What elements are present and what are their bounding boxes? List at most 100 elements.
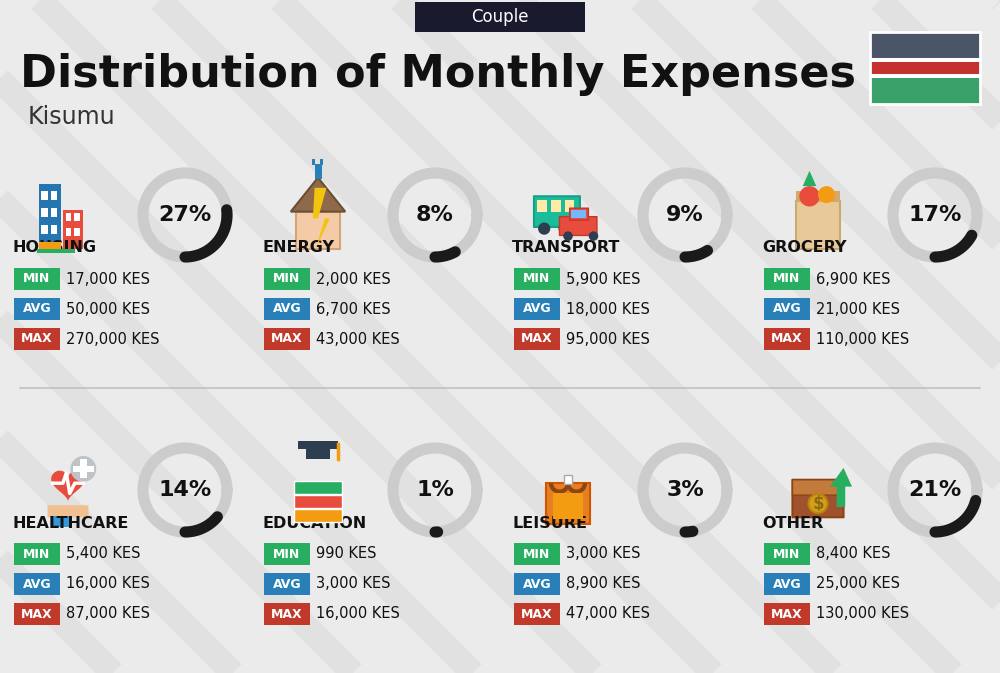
Circle shape xyxy=(808,494,828,513)
FancyBboxPatch shape xyxy=(546,483,590,524)
FancyBboxPatch shape xyxy=(514,543,560,565)
FancyBboxPatch shape xyxy=(14,268,60,290)
FancyBboxPatch shape xyxy=(792,480,844,495)
FancyBboxPatch shape xyxy=(80,460,87,478)
Text: 17%: 17% xyxy=(908,205,962,225)
FancyBboxPatch shape xyxy=(514,328,560,350)
Circle shape xyxy=(538,223,550,235)
FancyBboxPatch shape xyxy=(870,58,980,61)
FancyBboxPatch shape xyxy=(39,242,61,250)
Text: MAX: MAX xyxy=(521,608,553,621)
Text: $: $ xyxy=(812,495,824,513)
FancyBboxPatch shape xyxy=(63,210,83,249)
Circle shape xyxy=(589,232,598,241)
FancyBboxPatch shape xyxy=(320,159,323,165)
FancyBboxPatch shape xyxy=(14,603,60,625)
Text: MAX: MAX xyxy=(771,332,803,345)
FancyBboxPatch shape xyxy=(764,328,810,350)
FancyBboxPatch shape xyxy=(764,603,810,625)
Text: 21%: 21% xyxy=(908,480,962,500)
FancyBboxPatch shape xyxy=(764,268,810,290)
Text: GROCERY: GROCERY xyxy=(762,240,846,256)
FancyBboxPatch shape xyxy=(514,298,560,320)
Text: 8,400 KES: 8,400 KES xyxy=(816,546,891,561)
FancyBboxPatch shape xyxy=(514,603,560,625)
Text: ENERGY: ENERGY xyxy=(262,240,334,256)
Text: 3,000 KES: 3,000 KES xyxy=(316,577,390,592)
Text: 47,000 KES: 47,000 KES xyxy=(566,606,650,621)
Text: MIN: MIN xyxy=(523,548,551,561)
Text: MIN: MIN xyxy=(773,548,801,561)
Text: HOUSING: HOUSING xyxy=(12,240,96,256)
FancyBboxPatch shape xyxy=(796,201,840,249)
FancyBboxPatch shape xyxy=(564,474,572,484)
Text: 990 KES: 990 KES xyxy=(316,546,376,561)
FancyBboxPatch shape xyxy=(14,298,60,320)
Text: AVG: AVG xyxy=(273,577,301,590)
Text: 5,900 KES: 5,900 KES xyxy=(566,271,640,287)
Text: EDUCATION: EDUCATION xyxy=(262,516,366,530)
FancyBboxPatch shape xyxy=(571,210,586,219)
Text: AVG: AVG xyxy=(273,302,301,316)
FancyBboxPatch shape xyxy=(870,61,980,75)
FancyBboxPatch shape xyxy=(14,328,60,350)
FancyBboxPatch shape xyxy=(41,191,48,200)
Text: MAX: MAX xyxy=(771,608,803,621)
Polygon shape xyxy=(830,468,852,507)
FancyBboxPatch shape xyxy=(315,164,322,179)
Text: MIN: MIN xyxy=(23,548,51,561)
Text: MAX: MAX xyxy=(271,608,303,621)
FancyBboxPatch shape xyxy=(551,200,561,211)
Text: 43,000 KES: 43,000 KES xyxy=(316,332,400,347)
Text: AVG: AVG xyxy=(773,577,801,590)
Text: Couple: Couple xyxy=(471,8,529,26)
FancyBboxPatch shape xyxy=(294,509,342,522)
Text: 6,700 KES: 6,700 KES xyxy=(316,302,391,316)
Circle shape xyxy=(818,186,835,203)
Text: 8%: 8% xyxy=(416,205,454,225)
Text: 14%: 14% xyxy=(158,480,212,500)
Text: 17,000 KES: 17,000 KES xyxy=(66,271,150,287)
Text: AVG: AVG xyxy=(773,302,801,316)
FancyBboxPatch shape xyxy=(48,505,88,518)
FancyBboxPatch shape xyxy=(66,228,71,236)
FancyBboxPatch shape xyxy=(264,543,310,565)
FancyBboxPatch shape xyxy=(51,191,57,200)
FancyBboxPatch shape xyxy=(14,543,60,565)
FancyBboxPatch shape xyxy=(298,441,338,449)
Circle shape xyxy=(558,223,571,235)
Polygon shape xyxy=(313,188,330,247)
Text: MAX: MAX xyxy=(21,608,53,621)
FancyBboxPatch shape xyxy=(294,495,342,508)
Text: MIN: MIN xyxy=(523,273,551,285)
FancyBboxPatch shape xyxy=(534,197,580,227)
FancyBboxPatch shape xyxy=(570,208,588,220)
FancyBboxPatch shape xyxy=(514,268,560,290)
Circle shape xyxy=(70,456,96,482)
FancyBboxPatch shape xyxy=(74,213,80,221)
FancyBboxPatch shape xyxy=(764,543,810,565)
Text: 130,000 KES: 130,000 KES xyxy=(816,606,909,621)
Text: 50,000 KES: 50,000 KES xyxy=(66,302,150,316)
FancyBboxPatch shape xyxy=(870,32,980,58)
FancyBboxPatch shape xyxy=(80,460,87,478)
FancyBboxPatch shape xyxy=(296,211,340,249)
Text: 6,900 KES: 6,900 KES xyxy=(816,271,891,287)
FancyBboxPatch shape xyxy=(565,200,574,211)
FancyBboxPatch shape xyxy=(764,298,810,320)
Text: 1%: 1% xyxy=(416,480,454,500)
Text: MIN: MIN xyxy=(23,273,51,285)
Text: Distribution of Monthly Expenses: Distribution of Monthly Expenses xyxy=(20,53,856,96)
Text: 18,000 KES: 18,000 KES xyxy=(566,302,650,316)
Text: TRANSPORT: TRANSPORT xyxy=(512,240,620,256)
Text: 5,400 KES: 5,400 KES xyxy=(66,546,140,561)
FancyBboxPatch shape xyxy=(53,516,70,528)
Text: 3,000 KES: 3,000 KES xyxy=(566,546,640,561)
Text: 270,000 KES: 270,000 KES xyxy=(66,332,160,347)
FancyBboxPatch shape xyxy=(294,481,342,494)
Text: 95,000 KES: 95,000 KES xyxy=(566,332,650,347)
FancyBboxPatch shape xyxy=(66,213,71,221)
FancyBboxPatch shape xyxy=(764,573,810,595)
FancyBboxPatch shape xyxy=(51,225,57,234)
FancyBboxPatch shape xyxy=(553,493,583,519)
